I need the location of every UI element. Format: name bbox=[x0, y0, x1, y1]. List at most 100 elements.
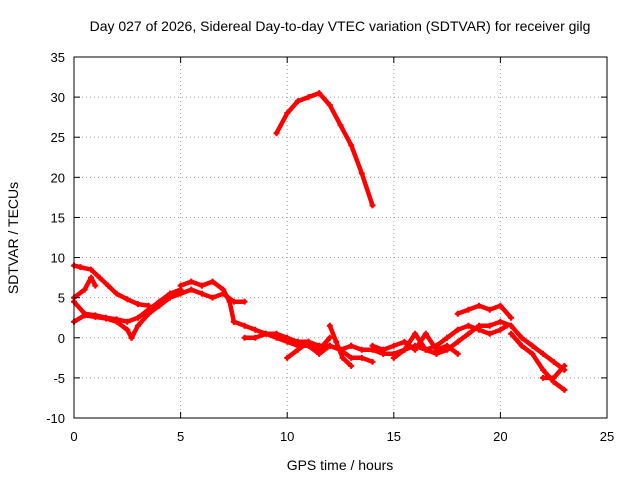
data-point bbox=[497, 302, 504, 309]
y-tick-label: 25 bbox=[51, 130, 65, 145]
x-tick-label: 10 bbox=[280, 429, 294, 444]
data-point bbox=[134, 301, 141, 308]
data-point bbox=[444, 334, 451, 341]
chart-title: Day 027 of 2026, Sidereal Day-to-day VTE… bbox=[90, 18, 591, 34]
data-point bbox=[465, 330, 472, 337]
data-point bbox=[454, 326, 461, 333]
data-point bbox=[540, 350, 547, 357]
data-point bbox=[294, 98, 301, 105]
data-point bbox=[145, 310, 152, 317]
data-point bbox=[124, 296, 131, 303]
data-point bbox=[497, 326, 504, 333]
data-point bbox=[476, 326, 483, 333]
data-point bbox=[326, 334, 333, 341]
data-point bbox=[358, 346, 365, 353]
data-point bbox=[348, 142, 355, 149]
data-point bbox=[401, 338, 408, 345]
data-point bbox=[486, 306, 493, 313]
plot-frame bbox=[73, 56, 608, 419]
data-point bbox=[326, 102, 333, 109]
data-point bbox=[348, 354, 355, 361]
data-point bbox=[305, 338, 312, 345]
data-point bbox=[92, 313, 99, 320]
data-point bbox=[497, 318, 504, 325]
data-point bbox=[134, 314, 141, 321]
data-point bbox=[454, 310, 461, 317]
data-point bbox=[188, 286, 195, 293]
data-point bbox=[369, 342, 376, 349]
data-point bbox=[220, 286, 227, 293]
data-point bbox=[422, 330, 429, 337]
x-tick-label: 20 bbox=[493, 429, 507, 444]
data-point bbox=[316, 90, 323, 97]
data-point bbox=[369, 358, 376, 365]
data-point bbox=[134, 322, 141, 329]
data-point bbox=[550, 374, 557, 381]
data-point bbox=[412, 330, 419, 337]
series-sat-r bbox=[274, 90, 375, 208]
data-point bbox=[156, 302, 163, 309]
data-point bbox=[358, 354, 365, 361]
y-tick-label: 20 bbox=[51, 170, 65, 185]
x-tick-label: 15 bbox=[387, 429, 401, 444]
data-series bbox=[71, 90, 568, 393]
data-point bbox=[540, 366, 547, 373]
y-tick-label: 5 bbox=[58, 291, 65, 306]
data-point bbox=[316, 346, 323, 353]
data-point bbox=[209, 278, 216, 285]
data-point bbox=[518, 334, 525, 341]
data-point bbox=[92, 282, 99, 289]
data-point bbox=[454, 350, 461, 357]
series-sat-d bbox=[71, 275, 98, 300]
data-point bbox=[465, 306, 472, 313]
data-point bbox=[226, 298, 233, 305]
data-point bbox=[124, 318, 131, 325]
data-point bbox=[380, 346, 387, 353]
data-point bbox=[337, 122, 344, 129]
data-point bbox=[273, 334, 280, 341]
data-point bbox=[529, 350, 536, 357]
data-point bbox=[476, 302, 483, 309]
x-axis-label: GPS time / hours bbox=[287, 457, 394, 473]
data-point bbox=[284, 110, 291, 117]
series-sat-o bbox=[508, 323, 567, 373]
data-point bbox=[284, 354, 291, 361]
data-point bbox=[518, 342, 525, 349]
y-tick-label: 10 bbox=[51, 251, 65, 266]
data-point bbox=[348, 342, 355, 349]
data-point bbox=[508, 314, 515, 321]
data-point bbox=[326, 322, 333, 329]
data-point bbox=[390, 342, 397, 349]
data-point bbox=[113, 318, 120, 325]
data-point bbox=[390, 354, 397, 361]
data-point bbox=[412, 346, 419, 353]
series-sat-k bbox=[348, 319, 514, 357]
data-point bbox=[486, 330, 493, 337]
data-point bbox=[444, 342, 451, 349]
data-point bbox=[358, 170, 365, 177]
data-point bbox=[188, 278, 195, 285]
data-point bbox=[230, 318, 237, 325]
data-point bbox=[433, 342, 440, 349]
y-tick-label: -10 bbox=[46, 411, 65, 426]
data-point bbox=[486, 322, 493, 329]
data-point bbox=[252, 334, 259, 341]
data-point bbox=[81, 286, 88, 293]
data-point bbox=[88, 274, 95, 281]
data-point bbox=[529, 342, 536, 349]
axis-ticks: 0 5 10 15 20 25 -10 -5 0 5 10 15 20 25 30 35 bbox=[46, 50, 614, 444]
data-point bbox=[145, 302, 152, 309]
data-point bbox=[166, 294, 173, 301]
data-point bbox=[177, 290, 184, 297]
data-point bbox=[369, 202, 376, 209]
data-point bbox=[561, 362, 568, 369]
data-point bbox=[113, 290, 120, 297]
data-point bbox=[305, 94, 312, 101]
data-point bbox=[77, 264, 84, 271]
y-tick-label: 35 bbox=[51, 50, 65, 65]
data-point bbox=[105, 282, 112, 289]
data-point bbox=[241, 298, 248, 305]
data-point bbox=[209, 294, 216, 301]
